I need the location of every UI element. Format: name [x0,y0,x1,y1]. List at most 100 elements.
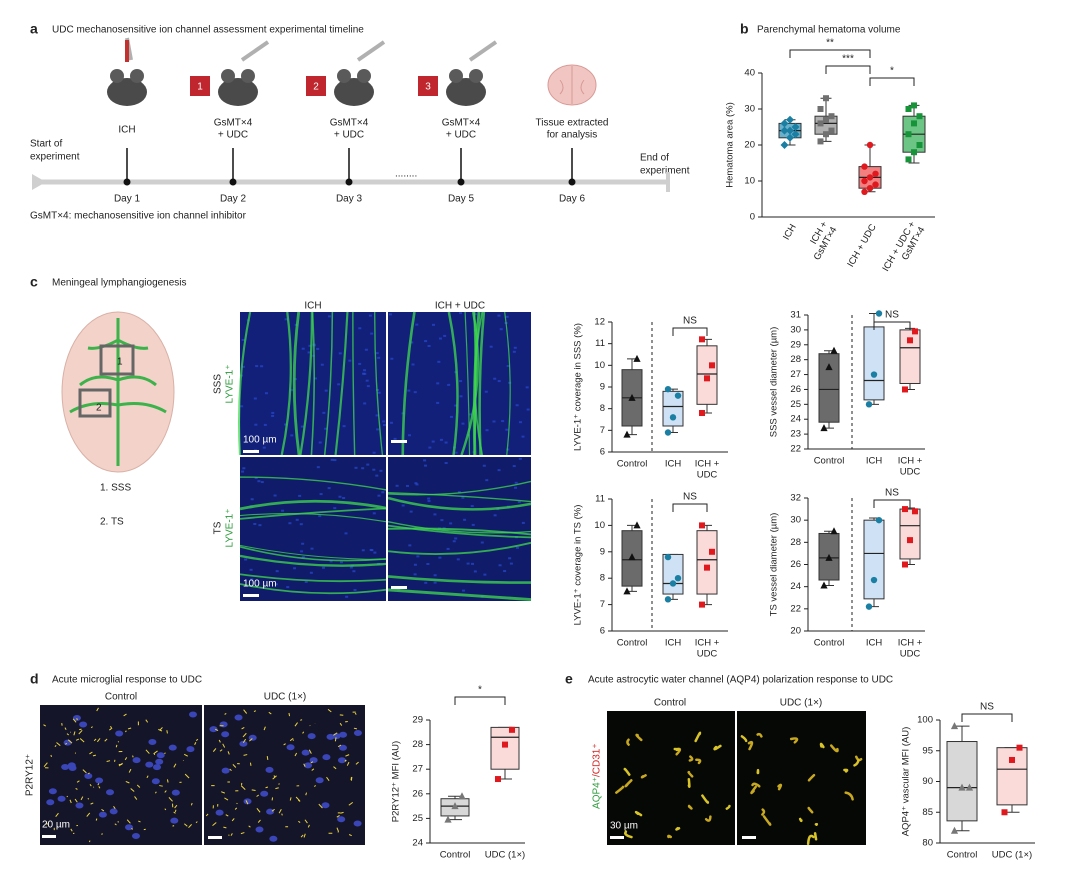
x-tick-label: UDC [697,649,718,660]
nucleus [244,558,248,561]
micrograph-bg [204,705,365,845]
box [818,353,840,423]
x-tick-label: ICH [866,638,883,649]
day-dot [229,178,237,186]
process [54,745,57,748]
process [55,812,59,817]
vessel [704,815,712,822]
data-point [830,527,838,535]
data-point [823,131,829,138]
nucleus [414,482,418,485]
nucleus [370,332,374,335]
nucleus [408,544,412,547]
nucleus [337,383,341,386]
scale-bar [391,586,407,589]
significance-label: * [890,66,894,77]
process [303,833,306,838]
data-point [907,537,913,544]
x-tick-label: Control [617,459,648,470]
data-point [633,354,641,362]
vessel [750,785,758,795]
y-tick-label: 95 [922,745,933,756]
nucleus [337,757,346,764]
nucleus [288,522,292,525]
vessel [310,311,316,456]
process [164,752,166,755]
nucleus [48,788,57,795]
nucleus [375,414,379,417]
process [72,718,77,723]
data-point [780,126,789,135]
process [339,722,343,726]
syringe [356,40,386,62]
process [90,802,94,805]
timeline-end: End of [640,153,669,164]
mouse-ear [357,69,371,83]
y-tick-label: 9 [600,382,605,393]
significance-label: * [478,685,482,696]
nucleus [431,440,435,443]
scale-bar [208,836,222,839]
vessel [352,311,356,456]
data-point [916,113,923,120]
data-point [1001,809,1008,816]
nucleus [436,382,440,385]
process [43,762,48,767]
nucleus [328,315,332,318]
stain-label: AQP4⁺ [592,777,603,809]
process [145,749,150,754]
process [88,840,91,843]
significance-label: NS [683,316,697,327]
nucleus [436,401,440,404]
mouse-ear [469,69,483,83]
x-tick-label: UDC [697,470,718,481]
data-point [669,414,677,421]
data-point [458,792,466,800]
nucleus [461,496,465,499]
process [66,733,70,736]
process [326,776,330,782]
vessel [464,311,471,456]
day-dot [345,178,353,186]
vessel [687,777,691,788]
data-point [950,826,959,834]
vessel [615,785,625,794]
nucleus [521,521,525,524]
nucleus [322,754,331,761]
nucleus [275,570,279,573]
data-point [905,106,912,112]
nucleus [354,466,358,469]
process [348,801,354,806]
process [223,826,227,829]
nucleus [46,799,55,806]
vessel [387,496,532,511]
process [289,797,292,801]
nucleus [492,420,496,423]
nucleus [254,423,258,426]
nucleus [353,729,362,736]
vessel [687,804,693,810]
nucleus [309,571,313,574]
event-label: GsMT×4 [442,118,481,129]
process [194,742,197,745]
nucleus [503,570,507,573]
vessel [323,311,334,456]
nucleus [151,778,160,785]
process [251,789,256,792]
nucleus [324,427,328,430]
process [224,797,229,801]
nucleus [221,731,230,738]
nucleus [284,318,288,321]
nucleus [424,340,428,343]
vessel [626,738,630,746]
data-point [669,580,677,587]
process [242,732,247,738]
nucleus [308,344,312,347]
process [173,811,176,814]
data-point [866,185,874,192]
mouse-body [334,78,374,106]
process [166,730,168,734]
process [110,725,113,730]
data-point [699,522,705,529]
nucleus [253,397,257,400]
